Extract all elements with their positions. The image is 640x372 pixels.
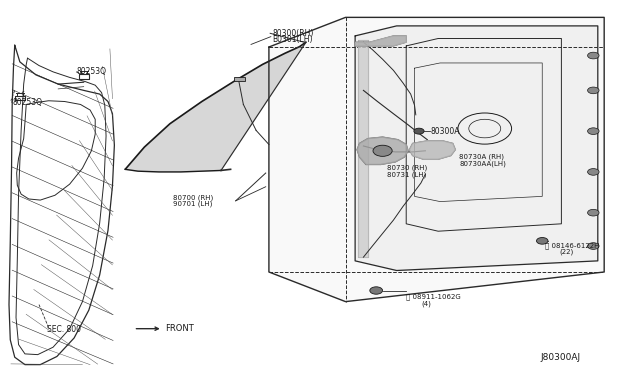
Text: Ⓝ 08146-6122H: Ⓝ 08146-6122H	[545, 242, 599, 248]
Text: SEC. 800: SEC. 800	[47, 325, 81, 334]
Circle shape	[588, 209, 599, 216]
Text: FRONT: FRONT	[136, 324, 194, 333]
Text: 80700 (RH): 80700 (RH)	[173, 195, 213, 201]
Text: 80731 (LH): 80731 (LH)	[387, 171, 426, 178]
Text: 80300(RH): 80300(RH)	[272, 29, 314, 38]
Polygon shape	[357, 137, 408, 164]
Circle shape	[588, 243, 599, 249]
Circle shape	[373, 145, 392, 156]
Circle shape	[370, 287, 383, 294]
Text: 80730 (RH): 80730 (RH)	[387, 165, 428, 171]
Polygon shape	[125, 42, 306, 172]
Text: 90701 (LH): 90701 (LH)	[173, 201, 212, 208]
Circle shape	[588, 128, 599, 135]
Circle shape	[588, 169, 599, 175]
Text: (22): (22)	[559, 248, 573, 255]
Circle shape	[536, 237, 548, 244]
Polygon shape	[410, 141, 456, 159]
Bar	[234, 77, 245, 81]
Text: 80253Q: 80253Q	[76, 67, 106, 76]
Circle shape	[588, 52, 599, 59]
Circle shape	[414, 128, 424, 134]
Text: 80730AA(LH): 80730AA(LH)	[460, 160, 506, 167]
Circle shape	[588, 87, 599, 94]
Polygon shape	[269, 17, 604, 302]
Polygon shape	[355, 36, 406, 46]
Polygon shape	[358, 39, 368, 257]
Text: J80300AJ: J80300AJ	[540, 353, 580, 362]
Text: 80730A (RH): 80730A (RH)	[460, 154, 504, 160]
Text: 80253Q: 80253Q	[12, 99, 42, 108]
Text: B0301(LH): B0301(LH)	[272, 35, 312, 45]
Text: 80300A: 80300A	[431, 126, 460, 136]
Text: Ⓝ 08911-1062G: Ⓝ 08911-1062G	[406, 294, 461, 301]
Text: (4): (4)	[421, 300, 431, 307]
Polygon shape	[355, 26, 598, 270]
